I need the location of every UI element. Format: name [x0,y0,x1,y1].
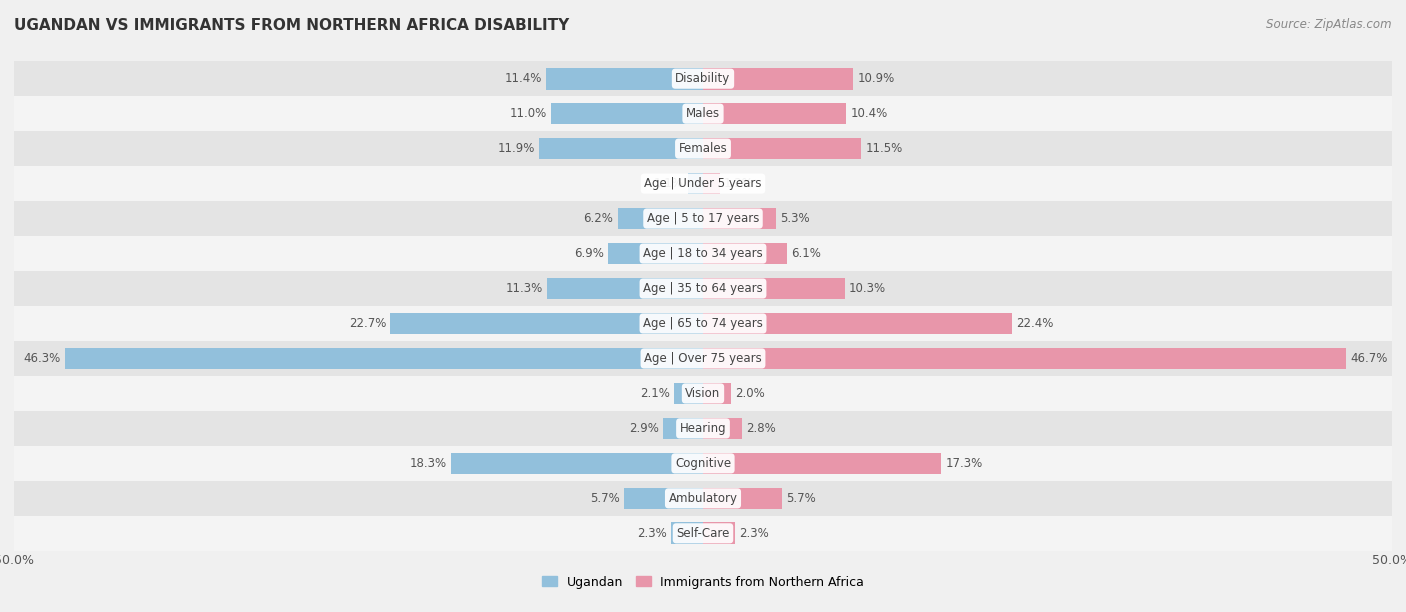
Bar [703,417,741,439]
Text: 11.9%: 11.9% [498,142,534,155]
Bar [538,138,703,160]
Bar [703,452,942,474]
Text: Disability: Disability [675,72,731,85]
Bar [14,131,1392,166]
Text: 10.9%: 10.9% [858,72,894,85]
Text: 46.7%: 46.7% [1351,352,1388,365]
Bar [688,173,703,195]
Text: UGANDAN VS IMMIGRANTS FROM NORTHERN AFRICA DISABILITY: UGANDAN VS IMMIGRANTS FROM NORTHERN AFRI… [14,18,569,34]
Bar [551,103,703,124]
Text: 2.3%: 2.3% [637,527,668,540]
Bar [703,103,846,124]
Text: 22.7%: 22.7% [349,317,387,330]
Text: 5.3%: 5.3% [780,212,810,225]
Text: 6.9%: 6.9% [574,247,603,260]
Bar [703,243,787,264]
Bar [671,523,703,544]
Text: Females: Females [679,142,727,155]
Text: Self-Care: Self-Care [676,527,730,540]
Text: 2.1%: 2.1% [640,387,669,400]
Bar [14,201,1392,236]
Bar [14,376,1392,411]
Text: 5.7%: 5.7% [786,492,815,505]
Text: 17.3%: 17.3% [945,457,983,470]
Text: Age | 65 to 74 years: Age | 65 to 74 years [643,317,763,330]
Bar [14,411,1392,446]
Bar [14,271,1392,306]
Bar [703,488,782,509]
Legend: Ugandan, Immigrants from Northern Africa: Ugandan, Immigrants from Northern Africa [537,570,869,594]
Text: 11.4%: 11.4% [505,72,541,85]
Text: 10.3%: 10.3% [849,282,886,295]
Text: 2.8%: 2.8% [745,422,776,435]
Text: Source: ZipAtlas.com: Source: ZipAtlas.com [1267,18,1392,31]
Text: Hearing: Hearing [679,422,727,435]
Bar [664,417,703,439]
Text: 6.2%: 6.2% [583,212,613,225]
Bar [14,61,1392,96]
Text: 6.1%: 6.1% [792,247,821,260]
Text: Age | 35 to 64 years: Age | 35 to 64 years [643,282,763,295]
Bar [14,166,1392,201]
Text: 22.4%: 22.4% [1015,317,1053,330]
Bar [703,207,776,230]
Bar [703,278,845,299]
Bar [65,348,703,369]
Text: 1.1%: 1.1% [654,177,683,190]
Bar [607,243,703,264]
Bar [703,138,862,160]
Bar [617,207,703,230]
Text: Cognitive: Cognitive [675,457,731,470]
Text: 1.2%: 1.2% [724,177,754,190]
Bar [624,488,703,509]
Bar [547,278,703,299]
Text: Males: Males [686,107,720,120]
Bar [14,306,1392,341]
Text: Vision: Vision [685,387,721,400]
Text: 18.3%: 18.3% [409,457,447,470]
Bar [14,236,1392,271]
Text: 11.5%: 11.5% [866,142,903,155]
Text: Age | 5 to 17 years: Age | 5 to 17 years [647,212,759,225]
Bar [451,452,703,474]
Bar [391,313,703,334]
Text: 11.0%: 11.0% [510,107,547,120]
Bar [703,382,731,405]
Text: 10.4%: 10.4% [851,107,887,120]
Bar [14,516,1392,551]
Bar [703,313,1012,334]
Bar [14,481,1392,516]
Bar [703,173,720,195]
Bar [14,446,1392,481]
Bar [703,523,735,544]
Text: Age | Under 5 years: Age | Under 5 years [644,177,762,190]
Bar [703,348,1347,369]
Text: 46.3%: 46.3% [24,352,60,365]
Text: 5.7%: 5.7% [591,492,620,505]
Text: 2.3%: 2.3% [738,527,769,540]
Bar [673,382,703,405]
Bar [546,68,703,89]
Text: 2.9%: 2.9% [628,422,659,435]
Text: Age | Over 75 years: Age | Over 75 years [644,352,762,365]
Bar [14,96,1392,131]
Text: Ambulatory: Ambulatory [668,492,738,505]
Bar [703,68,853,89]
Text: Age | 18 to 34 years: Age | 18 to 34 years [643,247,763,260]
Text: 11.3%: 11.3% [506,282,543,295]
Text: 2.0%: 2.0% [735,387,765,400]
Bar [14,341,1392,376]
